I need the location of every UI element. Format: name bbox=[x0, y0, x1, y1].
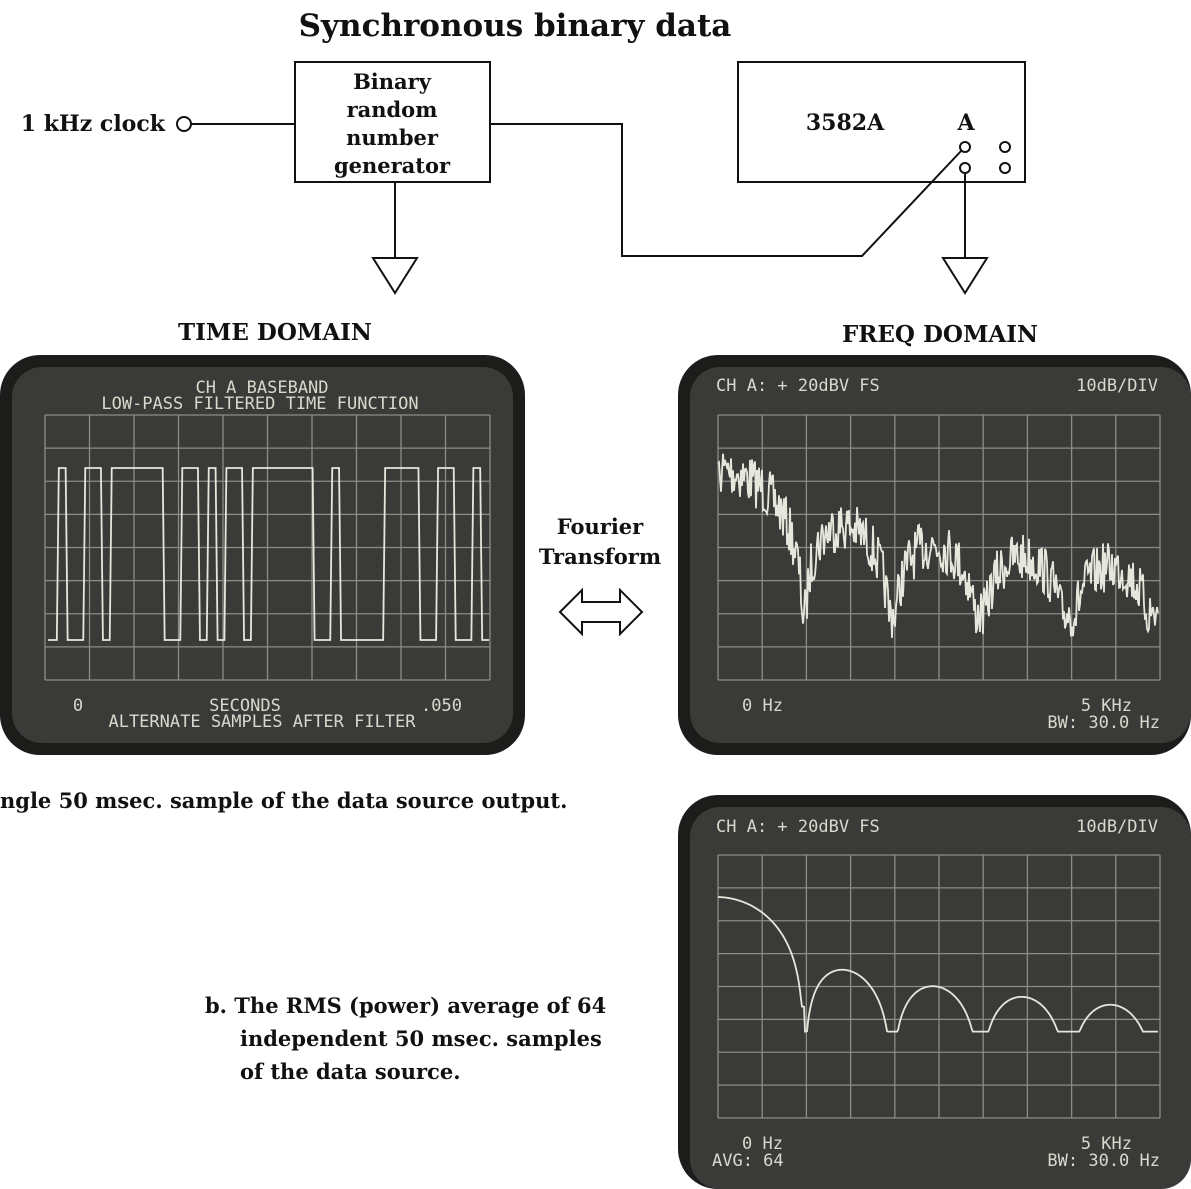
terminal bbox=[960, 163, 970, 173]
screen-text: AVG: 64 bbox=[712, 1151, 784, 1171]
wire bbox=[490, 124, 962, 256]
screen-text: 10dB/DIV bbox=[1076, 376, 1158, 396]
ground bbox=[373, 258, 417, 293]
terminal bbox=[960, 142, 970, 152]
terminal bbox=[1000, 163, 1010, 173]
terminal bbox=[1000, 142, 1010, 152]
generator-label: random bbox=[347, 97, 438, 122]
screen-text: BW: 30.0 Hz bbox=[1047, 1151, 1160, 1171]
screen-text: .050 bbox=[421, 696, 462, 716]
double-arrow bbox=[560, 590, 642, 634]
caption: b. The RMS (power) average of 64 bbox=[205, 993, 606, 1018]
screen-text: CH A: + 20dBV FS bbox=[716, 376, 880, 396]
screen-text: 10dB/DIV bbox=[1076, 817, 1158, 837]
screen-text: ALTERNATE SAMPLES AFTER FILTER bbox=[108, 712, 416, 732]
screen-text: LOW-PASS FILTERED TIME FUNCTION bbox=[101, 394, 418, 414]
clock-label: 1 kHz clock bbox=[21, 111, 166, 137]
transform-label: Fourier bbox=[557, 514, 644, 539]
caption: independent 50 msec. samples bbox=[240, 1026, 602, 1051]
screen-text: BW: 30.0 Hz bbox=[1047, 713, 1160, 733]
caption: ngle 50 msec. sample of the data source … bbox=[0, 788, 567, 813]
screen-text: 0 Hz bbox=[742, 696, 783, 716]
screen-text: CH A: + 20dBV FS bbox=[716, 817, 880, 837]
heading: FREQ DOMAIN bbox=[842, 321, 1038, 348]
analyzer-model: 3582A bbox=[806, 110, 885, 136]
generator-label: number bbox=[346, 125, 439, 150]
clock-terminal bbox=[177, 117, 191, 131]
caption: of the data source. bbox=[240, 1059, 461, 1084]
diagram: Synchronous binary data 1 kHz clock Bina… bbox=[0, 0, 1191, 1189]
analyzer-channel: A bbox=[956, 110, 975, 136]
title: Synchronous binary data bbox=[299, 8, 732, 44]
screen-text: 0 bbox=[73, 696, 83, 716]
generator-label: generator bbox=[334, 153, 451, 178]
ground bbox=[943, 258, 987, 293]
transform-label: Transform bbox=[539, 544, 661, 569]
generator-label: Binary bbox=[353, 69, 432, 94]
heading: TIME DOMAIN bbox=[178, 319, 372, 346]
